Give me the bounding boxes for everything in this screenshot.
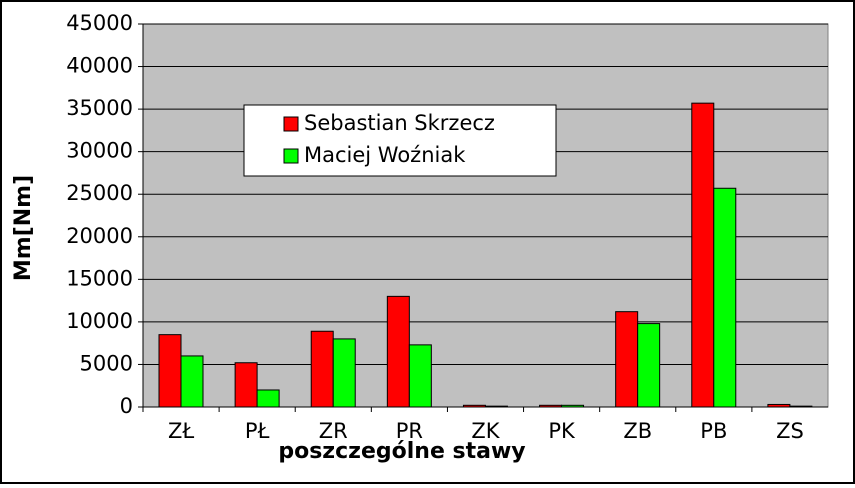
y-tick-label: 0 <box>120 394 133 418</box>
y-tick-label: 20000 <box>66 224 133 248</box>
bar <box>408 344 432 408</box>
y-tick-label: 5000 <box>80 351 133 375</box>
x-tick-label: PŁ <box>245 419 270 443</box>
bar <box>539 404 563 408</box>
y-tick-label: 35000 <box>66 96 133 120</box>
x-tick-label: ZŁ <box>168 419 194 443</box>
x-axis-label: poszczególne stawy <box>278 439 525 464</box>
legend-swatch <box>283 116 299 132</box>
x-tick-label: PK <box>548 419 576 443</box>
bar <box>386 295 410 408</box>
bar <box>615 311 639 408</box>
x-tick-label: ZK <box>471 419 500 443</box>
y-axis-label: Mm[Nm] <box>11 175 36 281</box>
x-tick-label: ZR <box>319 419 348 443</box>
bar <box>637 323 661 408</box>
x-tick-label: ZB <box>623 419 652 443</box>
legend-label: Sebastian Skrzecz <box>304 111 495 135</box>
bar <box>484 405 508 408</box>
bar <box>789 405 813 408</box>
bar <box>561 404 585 408</box>
x-tick-label: PB <box>700 419 727 443</box>
legend-swatch <box>283 148 299 164</box>
bar <box>180 355 204 408</box>
bar <box>158 334 182 408</box>
bar <box>767 403 791 408</box>
bar <box>691 102 715 408</box>
bar <box>310 330 334 408</box>
bar <box>713 187 737 408</box>
y-tick-label: 30000 <box>66 139 133 163</box>
bar <box>256 389 280 408</box>
bar <box>234 362 258 408</box>
y-tick-label: 40000 <box>66 54 133 78</box>
x-tick-label: PR <box>396 419 423 443</box>
y-tick-label: 25000 <box>66 181 133 205</box>
y-tick-label: 15000 <box>66 266 133 290</box>
bar <box>332 338 356 408</box>
bar <box>462 404 486 408</box>
y-tick-label: 10000 <box>66 309 133 333</box>
legend-label: Maciej Woźniak <box>304 143 466 167</box>
x-tick-label: ZS <box>776 419 804 443</box>
y-tick-label: 45000 <box>66 11 133 35</box>
